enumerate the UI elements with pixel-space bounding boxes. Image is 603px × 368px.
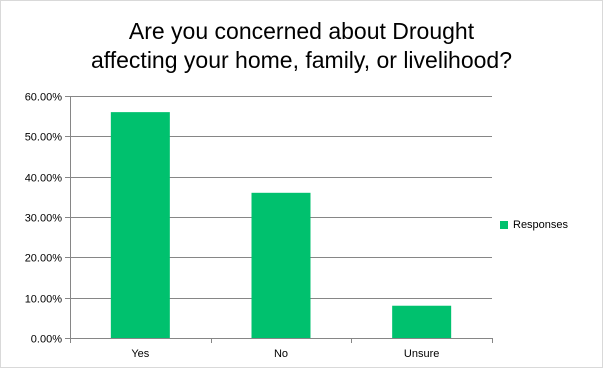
y-tick-label: 50.00% — [25, 132, 63, 144]
x-tick-label: Unsure — [404, 348, 439, 360]
legend-label: Responses — [513, 219, 569, 231]
x-tick-label: Yes — [131, 348, 149, 360]
bar-no — [251, 192, 311, 338]
y-tick-label: 10.00% — [25, 294, 63, 306]
chart-title-line-2: affecting your home, family, or liveliho… — [90, 47, 513, 73]
y-tick-label: 60.00% — [25, 92, 63, 104]
legend-swatch — [500, 221, 508, 229]
chart-title-line-1: Are you concerned about Drought — [128, 18, 475, 44]
bar-yes — [110, 112, 170, 338]
y-tick-label: 40.00% — [25, 173, 63, 185]
y-tick-label: 0.00% — [31, 334, 62, 346]
y-tick-label: 20.00% — [25, 253, 63, 265]
legend: Responses — [500, 219, 568, 231]
chart-title: Are you concerned about Drought affectin… — [1, 17, 602, 75]
y-tick-label: 30.00% — [25, 213, 63, 225]
bar-unsure — [392, 305, 452, 338]
x-tick-label: No — [274, 348, 288, 360]
